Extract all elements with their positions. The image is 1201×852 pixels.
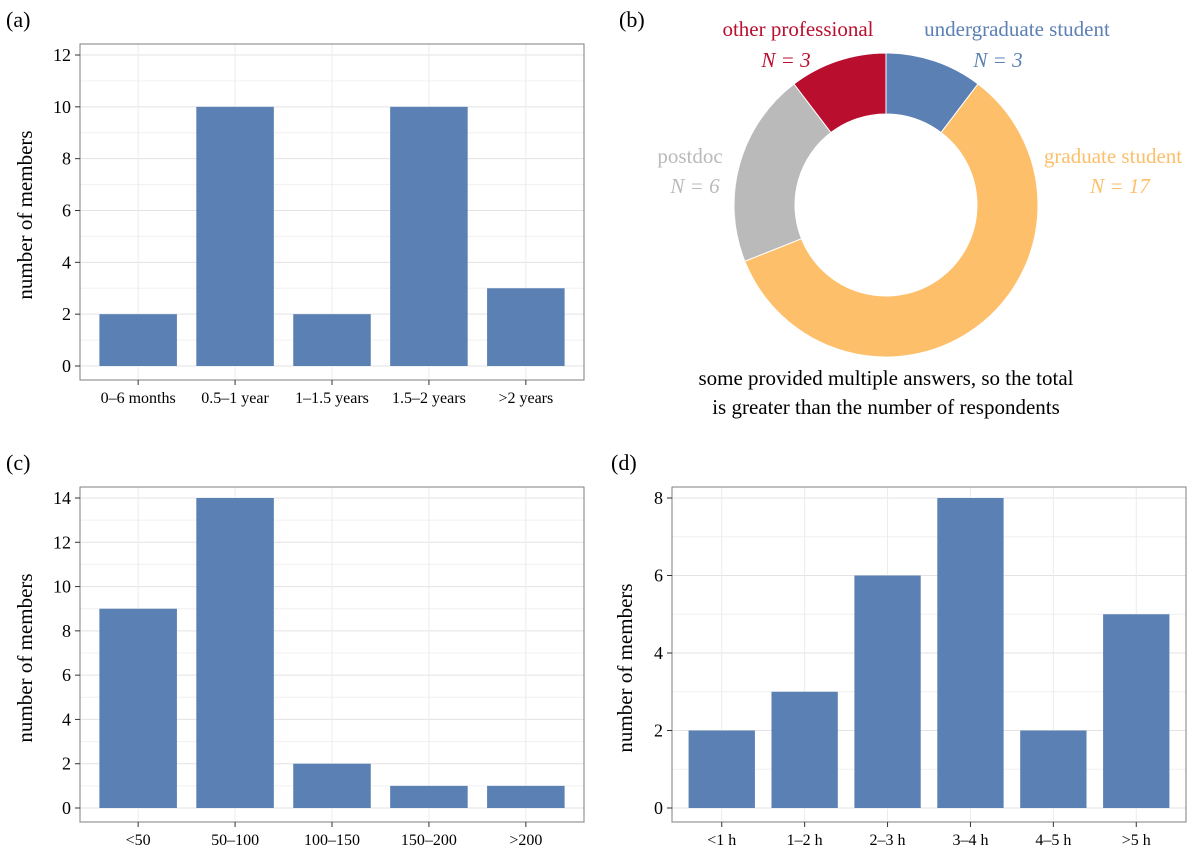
y-tick-label: 6 [654,566,663,586]
bar [293,763,371,808]
bar [390,106,468,366]
panel-a-y-axis-label: number of members [13,130,37,299]
y-tick-label: 12 [53,45,71,65]
bar [688,730,755,808]
bar [854,575,921,808]
panel-d-x-ticks: <1 h 1–2 h 2–3 h 3–4 h 4–5 h >5 h [707,822,1151,849]
y-tick-label: 0 [62,356,71,376]
y-tick-label: 2 [62,754,71,774]
x-tick-label: 4–5 h [1035,832,1071,849]
panel-b-tag: (b) [619,7,645,32]
x-tick-label: 1–2 h [787,832,823,849]
slice-n-other-professional: N = 3 [760,48,810,72]
y-tick-label: 8 [62,621,71,641]
y-tick-label: 6 [62,201,71,221]
panel-d-bars [688,498,1170,808]
y-tick-label: 2 [62,304,71,324]
y-tick-label: 8 [654,488,663,508]
x-tick-label: <1 h [707,832,736,849]
bar [99,608,177,808]
donut-slice-other-professional [793,52,887,134]
slice-n-undergraduate-student: N = 3 [972,48,1022,72]
panel-a-bar-chart: 0 2 4 6 8 10 12 0–6 months 0.5–1 year 1–1.5 year… [13,43,585,407]
bar [771,691,838,808]
x-tick-label: >2 years [498,390,553,407]
panel-a-tag: (a) [6,7,30,32]
slice-n-graduate-student: N = 17 [1089,174,1151,198]
y-tick-label: 4 [62,709,71,729]
x-tick-label: >200 [509,832,542,849]
y-tick-label: 14 [53,488,71,508]
plot-frame [671,486,1187,823]
bar [487,785,565,808]
panel-b-note-line-2: is greater than the number of respondent… [712,395,1060,419]
x-tick-label: 2–3 h [870,832,906,849]
y-tick-label: 12 [53,532,71,552]
panel-c-y-axis-label: number of members [13,573,37,742]
bar [937,498,1004,808]
bar [1103,614,1170,808]
bar [196,498,274,808]
y-tick-label: 2 [654,721,663,741]
panel-b-note-line-1: some provided multiple answers, so the t… [698,366,1073,390]
y-tick-label: 10 [53,97,71,117]
donut-slice-postdoc [733,83,832,262]
x-tick-label: 1–1.5 years [295,390,369,407]
y-tick-label: 4 [62,252,71,272]
bar [293,314,371,366]
y-tick-label: 0 [654,798,663,818]
y-tick-label: 10 [53,577,71,597]
panel-d-y-axis-label: number of members [613,583,637,752]
bar [390,785,468,808]
panel-c-y-ticks: 0 2 4 6 8 10 12 14 [53,488,80,818]
slice-n-postdoc: N = 6 [669,174,720,198]
x-tick-label: 3–4 h [952,832,988,849]
slice-label-undergraduate-student: undergraduate student [924,17,1110,41]
x-tick-label: 1.5–2 years [392,390,466,407]
bar [99,314,177,366]
x-tick-label: <50 [126,832,151,849]
panel-d-bar-chart: 0 2 4 6 8 <1 h 1–2 h 2–3 h 3–4 h 4–5 h >5 h numbe… [613,486,1187,849]
panel-c-bars [99,498,565,808]
x-tick-label: >5 h [1122,832,1151,849]
panel-a-x-ticks: 0–6 months 0.5–1 year 1–1.5 years 1.5–2 yea… [101,380,553,407]
x-tick-label: 0.5–1 year [201,390,269,407]
bar [487,288,565,366]
y-tick-label: 8 [62,149,71,169]
panel-a-y-ticks: 0 2 4 6 8 10 12 [53,45,80,376]
y-tick-label: 6 [62,665,71,685]
x-tick-label: 50–100 [211,832,259,849]
donut-slice-graduate-student [744,83,1039,358]
panel-b-donut-chart: other professional N = 3 undergraduate s… [657,17,1182,419]
panel-b-slices [733,52,1039,358]
panel-d-frame [671,486,1187,823]
panel-a-bars [99,106,565,366]
bar [1020,730,1087,808]
panel-d-tag: (d) [611,450,637,475]
y-tick-label: 4 [654,643,663,663]
panel-c-tag: (c) [6,450,30,475]
slice-label-postdoc: postdoc [657,144,722,168]
panel-d-y-ticks: 0 2 4 6 8 [654,488,672,818]
bar [196,106,274,366]
x-tick-label: 150–200 [401,832,457,849]
x-tick-label: 100–150 [304,832,360,849]
slice-label-other-professional: other professional [722,17,873,41]
panel-d-gridlines [672,487,1186,822]
y-tick-label: 0 [62,798,71,818]
panel-c-x-ticks: <50 50–100 100–150 150–200 >200 [126,822,542,849]
slice-label-graduate-student: graduate student [1044,144,1182,168]
x-tick-label: 0–6 months [101,390,176,407]
